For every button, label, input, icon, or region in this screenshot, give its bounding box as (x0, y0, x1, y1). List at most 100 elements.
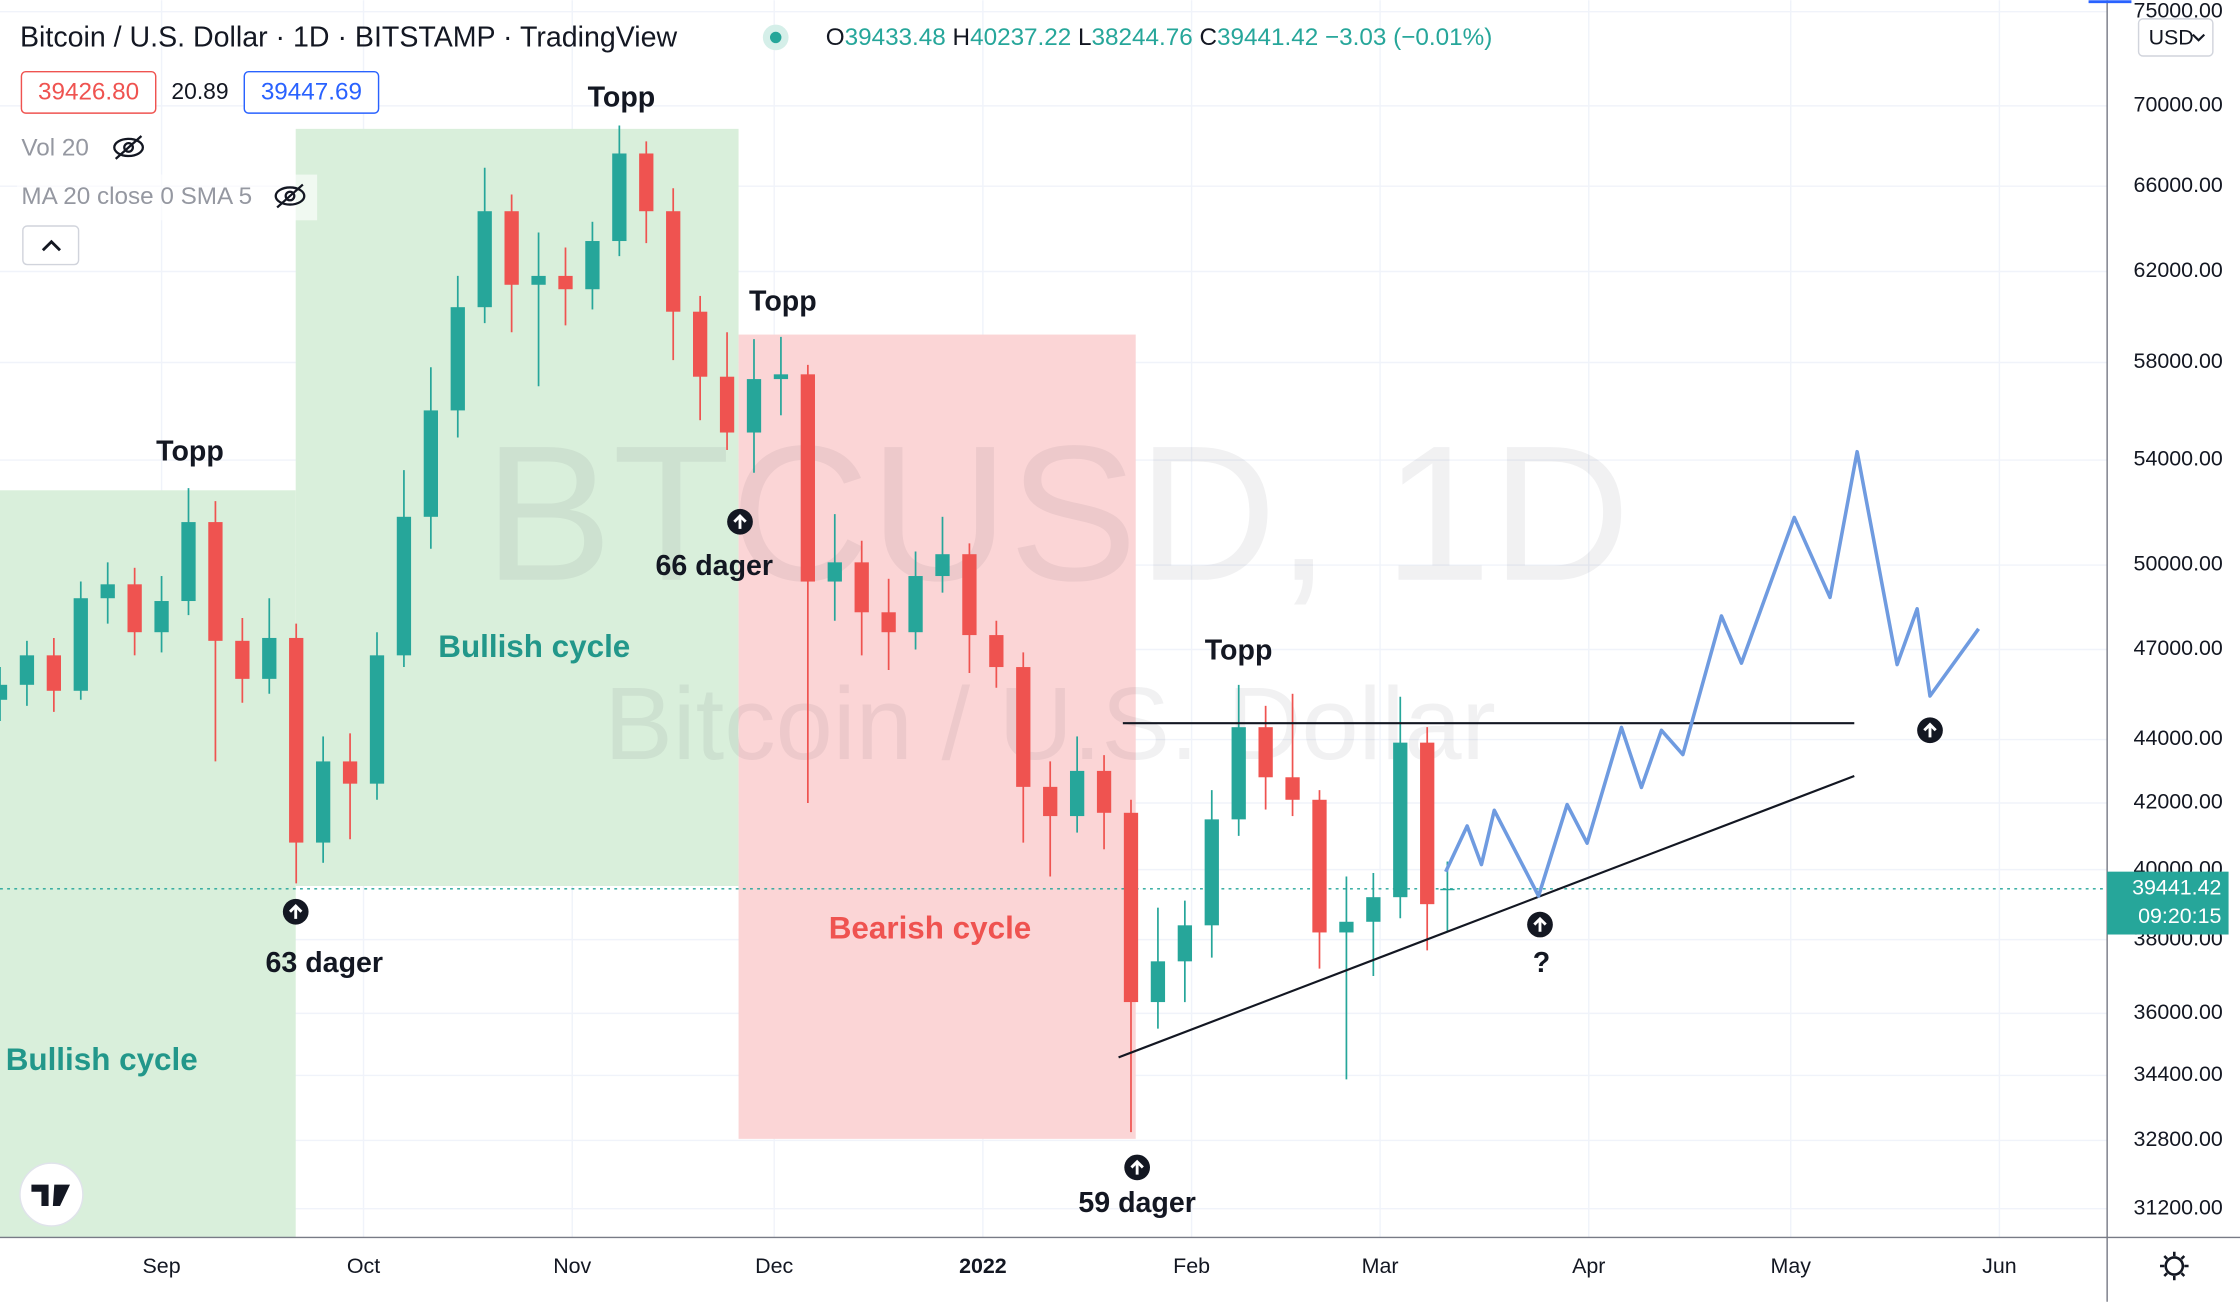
watermark: BTCUSD, 1D (484, 405, 1631, 621)
price-badge-countdown: 09:20:15 (2138, 904, 2221, 928)
indicator-label[interactable]: MA 20 close 0 SMA 5 (21, 183, 252, 210)
candle-body (208, 522, 223, 641)
candle-body (908, 576, 923, 633)
arrow-icons (282, 508, 1943, 1181)
candle-body (127, 584, 142, 633)
currency-button[interactable] (2137, 18, 2214, 57)
candle-body (1177, 925, 1192, 962)
candle-body (0, 684, 8, 700)
annotation: Bearish cycle (829, 911, 1032, 946)
candle-body (46, 655, 61, 691)
ohlc-label: C (1200, 24, 1218, 51)
chevron-icon (41, 239, 62, 252)
x-tick-label: Mar (1362, 1254, 1399, 1278)
candle-body (477, 211, 492, 308)
candle-body (773, 374, 789, 380)
candle-body (1069, 770, 1085, 817)
collapse-button[interactable] (22, 225, 80, 266)
annotation: Topp (1205, 634, 1273, 666)
candle-body (19, 655, 35, 685)
ohlc-label: H (953, 24, 971, 51)
candle-body (666, 211, 681, 312)
top-accent (2088, 0, 2132, 4)
arrow-icon (1917, 717, 1943, 744)
candle-body (1096, 770, 1112, 813)
candle-body (1123, 812, 1139, 1003)
y-tick-label: 34400.00 (2134, 1062, 2223, 1086)
candle-body (154, 601, 169, 633)
candle-body (1393, 742, 1408, 898)
candle-body (1285, 777, 1300, 800)
price-axis[interactable] (2107, 0, 2240, 1302)
annotation: Topp (156, 436, 224, 468)
y-tick-label: 36000.00 (2134, 1000, 2223, 1024)
currency[interactable]: USD (2149, 26, 2194, 50)
x-tick-label: Feb (1173, 1254, 1210, 1278)
logo[interactable] (19, 1162, 84, 1227)
candle-body (935, 554, 950, 577)
candle-body (531, 275, 546, 285)
x-tick-label: Apr (1572, 1254, 1605, 1278)
candle-body (585, 241, 600, 290)
sell-button[interactable] (20, 70, 157, 114)
price-badge: 39441.42 09:20:15 (2107, 871, 2229, 935)
candle-body (692, 311, 708, 377)
ohlc-label: L (1078, 24, 1092, 51)
annotation: Topp (749, 286, 817, 318)
candle-body (1016, 667, 1031, 787)
y-tick-label: 32800.00 (2134, 1127, 2223, 1151)
ohlc-label: O (826, 24, 845, 51)
candle-body (450, 307, 465, 411)
y-tick-label: 42000.00 (2134, 790, 2223, 814)
candle-body (719, 376, 735, 433)
candle-body (1312, 799, 1327, 933)
candle-body (962, 554, 977, 636)
ohlc-value: 39433.48 (845, 24, 946, 51)
y-tick-label: 50000.00 (2134, 552, 2223, 576)
candle-body (1440, 888, 1455, 891)
candle-body (827, 562, 842, 582)
price-badge-value: 39441.42 (2132, 875, 2221, 899)
y-tick-label: 47000.00 (2134, 636, 2223, 660)
x-tick-label: Dec (755, 1254, 793, 1278)
buy-button[interactable] (243, 70, 380, 114)
candle-body (1339, 921, 1354, 933)
annotation: 66 dager (656, 550, 774, 582)
annotation: 59 dager (1078, 1187, 1196, 1219)
candle-body (1150, 961, 1166, 1003)
ohlc-legend: O39433.48 H40237.22 L38244.76 C39441.42 … (826, 24, 1493, 51)
candle-body (315, 761, 331, 843)
candle-body (800, 374, 815, 582)
trend-line (1118, 774, 1855, 1059)
change: −3.03 (−0.01%) (1325, 24, 1492, 51)
ask-price[interactable]: 39447.69 (261, 79, 362, 106)
status-dot (770, 31, 782, 44)
candle-body (1420, 742, 1435, 905)
candle-body (639, 153, 654, 212)
indicator-label[interactable]: Vol 20 (21, 134, 88, 161)
y-tick-label: 70000.00 (2134, 93, 2223, 117)
annotation: Bullish cycle (438, 629, 630, 664)
candle-body (504, 211, 519, 285)
candle-body (1231, 727, 1246, 820)
candles (0, 125, 1455, 1133)
indicator-row (17, 174, 318, 221)
hide-icon[interactable] (113, 135, 144, 160)
candle-body (181, 522, 196, 602)
settings-icon[interactable] (2160, 1251, 2189, 1281)
time-axis[interactable] (0, 1237, 2240, 1302)
bid-price[interactable]: 39426.80 (38, 79, 139, 106)
price-badge-bg (2107, 871, 2229, 935)
candle-body (1366, 897, 1381, 922)
candle-body (396, 516, 412, 656)
y-tick-label: 44000.00 (2134, 726, 2223, 750)
ohlc-value: 39441.42 (1217, 24, 1318, 51)
candle-body (1043, 786, 1058, 817)
arrow-icon (727, 508, 753, 535)
candle-body (262, 637, 277, 679)
annotation: 63 dager (266, 947, 383, 979)
candle-body (235, 640, 250, 679)
hide-icon[interactable] (274, 183, 306, 209)
